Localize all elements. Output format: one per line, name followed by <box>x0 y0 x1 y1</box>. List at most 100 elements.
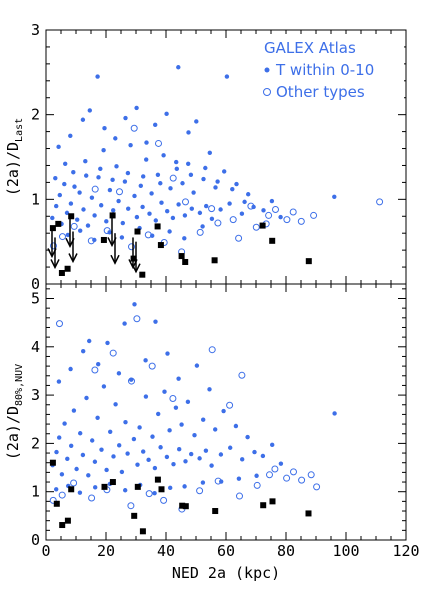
data-point-galex-filled <box>84 173 89 178</box>
data-point-galex-filled <box>144 157 149 162</box>
data-point-galex-filled <box>186 130 191 135</box>
data-point-galex-filled <box>108 429 113 435</box>
data-point-galex-open <box>49 496 57 504</box>
data-point-galex-open <box>182 198 189 206</box>
data-point-galex-filled <box>186 161 191 166</box>
data-point-galex-filled <box>173 405 179 410</box>
data-point-galex-open <box>208 346 216 354</box>
data-point-galex-filled <box>113 402 118 407</box>
data-point-galex-filled <box>261 208 266 213</box>
y-tick-label: 3 <box>31 21 40 39</box>
data-point-galex-filled <box>171 461 176 467</box>
data-point-galex-filled <box>99 203 104 208</box>
upper-limit-arrowhead <box>68 253 78 264</box>
y-tick-label: 1 <box>31 483 40 501</box>
data-point-galex-open <box>289 208 297 216</box>
data-point-galex-filled <box>98 166 103 172</box>
data-point-black-square <box>139 271 146 278</box>
data-point-galex-filled <box>168 485 173 491</box>
y-axis-title-subscript: Last <box>14 118 25 142</box>
data-point-galex-filled <box>185 399 191 405</box>
data-point-galex-filled <box>332 411 337 416</box>
data-point-black-square <box>101 483 108 490</box>
data-point-galex-filled <box>62 181 67 187</box>
y-tick-label: 2 <box>31 106 40 124</box>
upper-limit-arrowhead <box>131 263 141 274</box>
data-point-galex-filled <box>50 215 55 221</box>
y-tick-label: 5 <box>31 289 40 307</box>
data-point-galex-filled <box>71 408 77 413</box>
data-point-galex-open <box>214 219 222 227</box>
data-point-galex-filled <box>81 348 86 354</box>
data-point-galex-filled <box>209 463 214 468</box>
y-tick-label: 3 <box>31 386 40 404</box>
data-point-galex-filled <box>87 108 93 113</box>
data-point-galex-filled <box>53 175 58 181</box>
data-point-black-square <box>179 502 186 509</box>
data-point-galex-filled <box>278 461 284 466</box>
data-point-galex-filled <box>164 454 170 460</box>
data-point-galex-open <box>109 349 117 357</box>
data-point-galex-open <box>169 174 177 182</box>
data-point-galex-filled <box>74 466 79 472</box>
data-point-galex-filled <box>77 490 83 495</box>
data-point-galex-filled <box>107 187 113 193</box>
data-point-galex-filled <box>135 462 140 467</box>
data-point-galex-filled <box>150 434 155 439</box>
data-point-galex-open <box>169 394 177 402</box>
data-point-galex-open <box>91 366 99 374</box>
data-point-galex-filled <box>57 435 62 440</box>
data-point-galex-filled <box>137 425 142 430</box>
legend-entry-label: Other types <box>276 83 365 101</box>
data-point-galex-filled <box>116 198 121 204</box>
data-point-galex-open <box>59 233 66 241</box>
data-point-galex-open <box>283 474 291 482</box>
data-point-galex-filled <box>99 447 104 452</box>
data-point-black-square <box>64 517 71 524</box>
data-point-galex-filled <box>188 172 194 177</box>
data-point-galex-filled <box>207 150 212 155</box>
data-point-galex-filled <box>167 229 172 234</box>
data-point-galex-filled <box>69 443 74 449</box>
data-point-galex-filled <box>126 206 131 211</box>
data-point-galex-filled <box>93 485 98 490</box>
data-point-galex-filled <box>83 159 88 164</box>
data-point-galex-filled <box>270 442 275 448</box>
data-point-galex-filled <box>92 459 98 464</box>
data-point-galex-open <box>70 222 78 230</box>
data-point-galex-filled <box>134 214 140 220</box>
data-point-galex-open <box>116 188 123 196</box>
data-point-black-square <box>68 213 75 220</box>
data-point-galex-filled <box>95 415 100 420</box>
y-axis-title-main: (2a)/D <box>4 142 22 196</box>
data-point-galex-filled <box>155 172 161 177</box>
data-point-galex-filled <box>239 211 245 216</box>
data-point-galex-filled <box>89 195 95 200</box>
upper-limit-arrowhead <box>50 259 60 270</box>
data-point-galex-filled <box>123 115 128 121</box>
data-point-galex-filled <box>159 200 164 205</box>
data-point-galex-filled <box>192 432 197 438</box>
data-point-galex-filled <box>54 203 59 209</box>
y-axis-title: (2a)/D80%,NUV <box>4 364 25 460</box>
data-point-galex-filled <box>153 122 158 128</box>
data-point-galex-open <box>214 477 222 485</box>
data-point-galex-filled <box>123 419 128 425</box>
data-point-galex-filled <box>236 476 242 481</box>
data-point-galex-filled <box>104 467 109 473</box>
data-point-galex-filled <box>119 469 125 475</box>
data-point-black-square <box>212 508 219 515</box>
data-point-galex-filled <box>128 142 133 148</box>
y-axis-title-main: (2a)/D <box>4 406 22 460</box>
data-point-galex-open <box>310 211 318 219</box>
data-point-galex-open <box>155 139 162 147</box>
data-point-galex-filled <box>65 232 71 238</box>
data-point-galex-filled <box>158 181 163 186</box>
data-point-black-square <box>64 265 71 272</box>
data-point-black-square <box>58 269 65 276</box>
data-point-galex-filled <box>68 201 74 206</box>
data-point-galex-open <box>128 243 135 251</box>
legend-title: GALEX Atlas <box>264 39 356 57</box>
data-point-black-square <box>49 459 56 466</box>
data-point-black-square <box>154 223 161 230</box>
